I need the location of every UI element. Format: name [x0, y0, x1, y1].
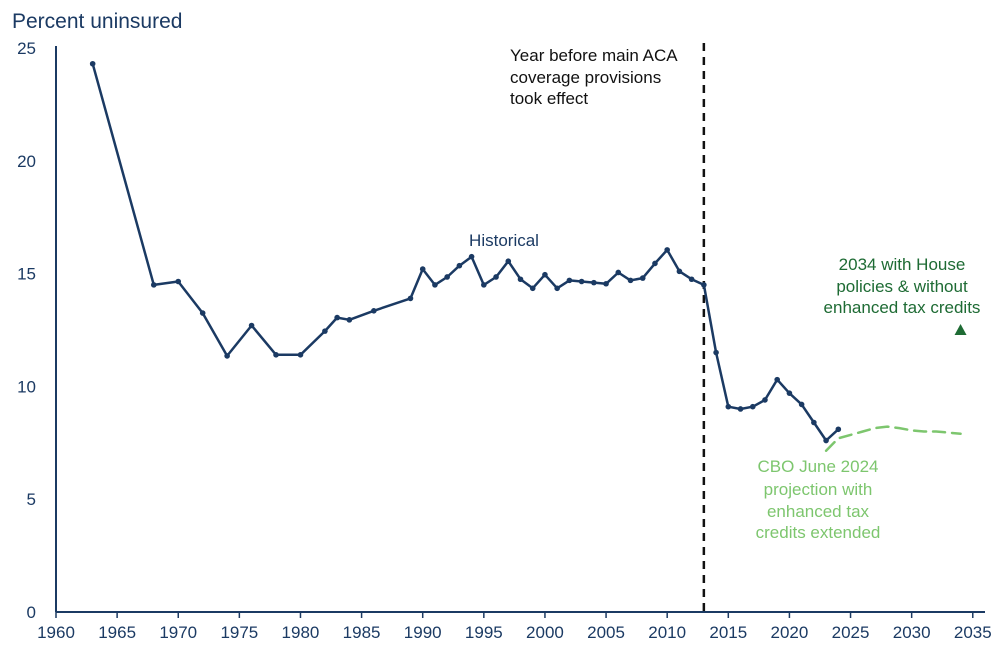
axes: 1960 1965 1970 1975 1980 1985 1990 1995 2000 2005… — [17, 39, 992, 642]
historical-point-2024 — [835, 426, 842, 433]
cbo-annotation-line-1: CBO June 2024 — [758, 457, 879, 476]
historical-point-1982 — [322, 328, 328, 334]
x-tick-label-2005: 2005 — [587, 623, 625, 642]
historical-point-1994 — [468, 253, 475, 260]
house-annotation-line-2: policies & without — [836, 277, 968, 296]
y-axis-title: Percent uninsured — [12, 10, 182, 33]
x-tick-label-1970: 1970 — [159, 623, 197, 642]
historical-point-1976 — [248, 322, 255, 329]
historical-point-2010 — [664, 247, 670, 253]
historical-point-2009 — [652, 260, 658, 267]
x-tick-label-2010: 2010 — [648, 623, 686, 642]
x-tick-label-1980: 1980 — [282, 623, 320, 642]
cbo-projection-line — [824, 425, 962, 452]
historical-point-1978 — [273, 352, 279, 358]
y-tick-label-25: 25 — [17, 39, 36, 58]
historical-point-2013 — [701, 282, 707, 288]
historical-point-2005 — [603, 280, 609, 287]
historical-point-1999 — [529, 285, 536, 292]
house-annotation-line-1: 2034 with House — [839, 255, 966, 274]
historical-point-2003 — [578, 278, 585, 285]
historical-point-2012 — [688, 276, 695, 283]
historical-point-1992 — [444, 274, 450, 280]
historical-point-1972 — [199, 310, 206, 316]
historical-point-2019 — [774, 376, 780, 383]
historical-point-2004 — [591, 279, 597, 286]
historical-point-1986 — [371, 308, 377, 314]
historical-point-2014 — [713, 349, 719, 356]
historical-point-1983 — [334, 314, 340, 321]
y-tick-label-5: 5 — [27, 490, 36, 509]
historical-point-2008 — [639, 275, 646, 281]
historical-point-1984 — [346, 317, 353, 323]
y-tick-label-20: 20 — [17, 152, 36, 171]
historical-point-2002 — [566, 277, 573, 284]
historical-point-1963 — [89, 60, 96, 67]
historical-line — [91, 63, 840, 442]
x-tick-label-1995: 1995 — [465, 623, 503, 642]
historical-point-1968 — [150, 282, 157, 288]
x-tick-label-2000: 2000 — [526, 623, 564, 642]
series-layer — [89, 60, 967, 452]
x-tick-label-1990: 1990 — [404, 623, 442, 642]
historical-point-1990 — [419, 266, 426, 272]
historical-label: Historical — [469, 231, 539, 250]
historical-point-1989 — [407, 295, 414, 302]
y-tick-label-0: 0 — [27, 603, 36, 622]
historical-point-2018 — [762, 397, 768, 403]
historical-point-1970 — [175, 278, 182, 285]
historical-point-2006 — [615, 269, 622, 276]
x-tick-label-1965: 1965 — [98, 623, 136, 642]
historical-point-2020 — [786, 390, 793, 396]
x-tick-label-2025: 2025 — [832, 623, 870, 642]
historical-point-2016 — [737, 406, 744, 412]
aca-annotation-line-1: Year before main ACA — [510, 46, 678, 65]
x-tick-label-1975: 1975 — [220, 623, 258, 642]
aca-annotation-line-2: coverage provisions — [510, 68, 661, 87]
historical-point-2015 — [725, 403, 732, 410]
cbo-annotation-line-3: enhanced tax — [767, 502, 870, 521]
aca-annotation-line-3: took effect — [510, 89, 588, 108]
historical-point-1980 — [297, 352, 304, 358]
house-annotation-line-3: enhanced tax credits — [824, 298, 981, 317]
historical-point-2021 — [798, 401, 805, 408]
cbo-annotation-line-4: credits extended — [756, 523, 881, 542]
historical-point-1996 — [493, 274, 499, 280]
historical-point-1993 — [456, 262, 463, 269]
historical-point-2023 — [823, 437, 829, 444]
x-tick-label-2030: 2030 — [893, 623, 931, 642]
y-tick-label-10: 10 — [17, 377, 36, 396]
historical-point-1997 — [505, 258, 512, 264]
historical-point-2011 — [676, 268, 683, 275]
historical-point-1974 — [224, 353, 230, 359]
historical-point-2007 — [627, 277, 634, 284]
historical-point-2022 — [811, 419, 817, 426]
historical-point-1995 — [481, 282, 487, 288]
x-tick-label-2020: 2020 — [771, 623, 809, 642]
x-tick-label-2035: 2035 — [954, 623, 992, 642]
house-2034-point — [954, 324, 967, 335]
historical-point-2000 — [542, 271, 548, 278]
historical-point-2001 — [554, 285, 560, 292]
x-tick-label-1960: 1960 — [37, 623, 75, 642]
y-tick-label-15: 15 — [17, 265, 36, 284]
historical-point-2017 — [749, 403, 756, 410]
cbo-annotation-line-2: projection with — [764, 480, 873, 499]
x-tick-label-2015: 2015 — [709, 623, 747, 642]
x-tick-label-1985: 1985 — [343, 623, 381, 642]
historical-point-1991 — [432, 282, 438, 288]
historical-point-1998 — [517, 276, 524, 283]
